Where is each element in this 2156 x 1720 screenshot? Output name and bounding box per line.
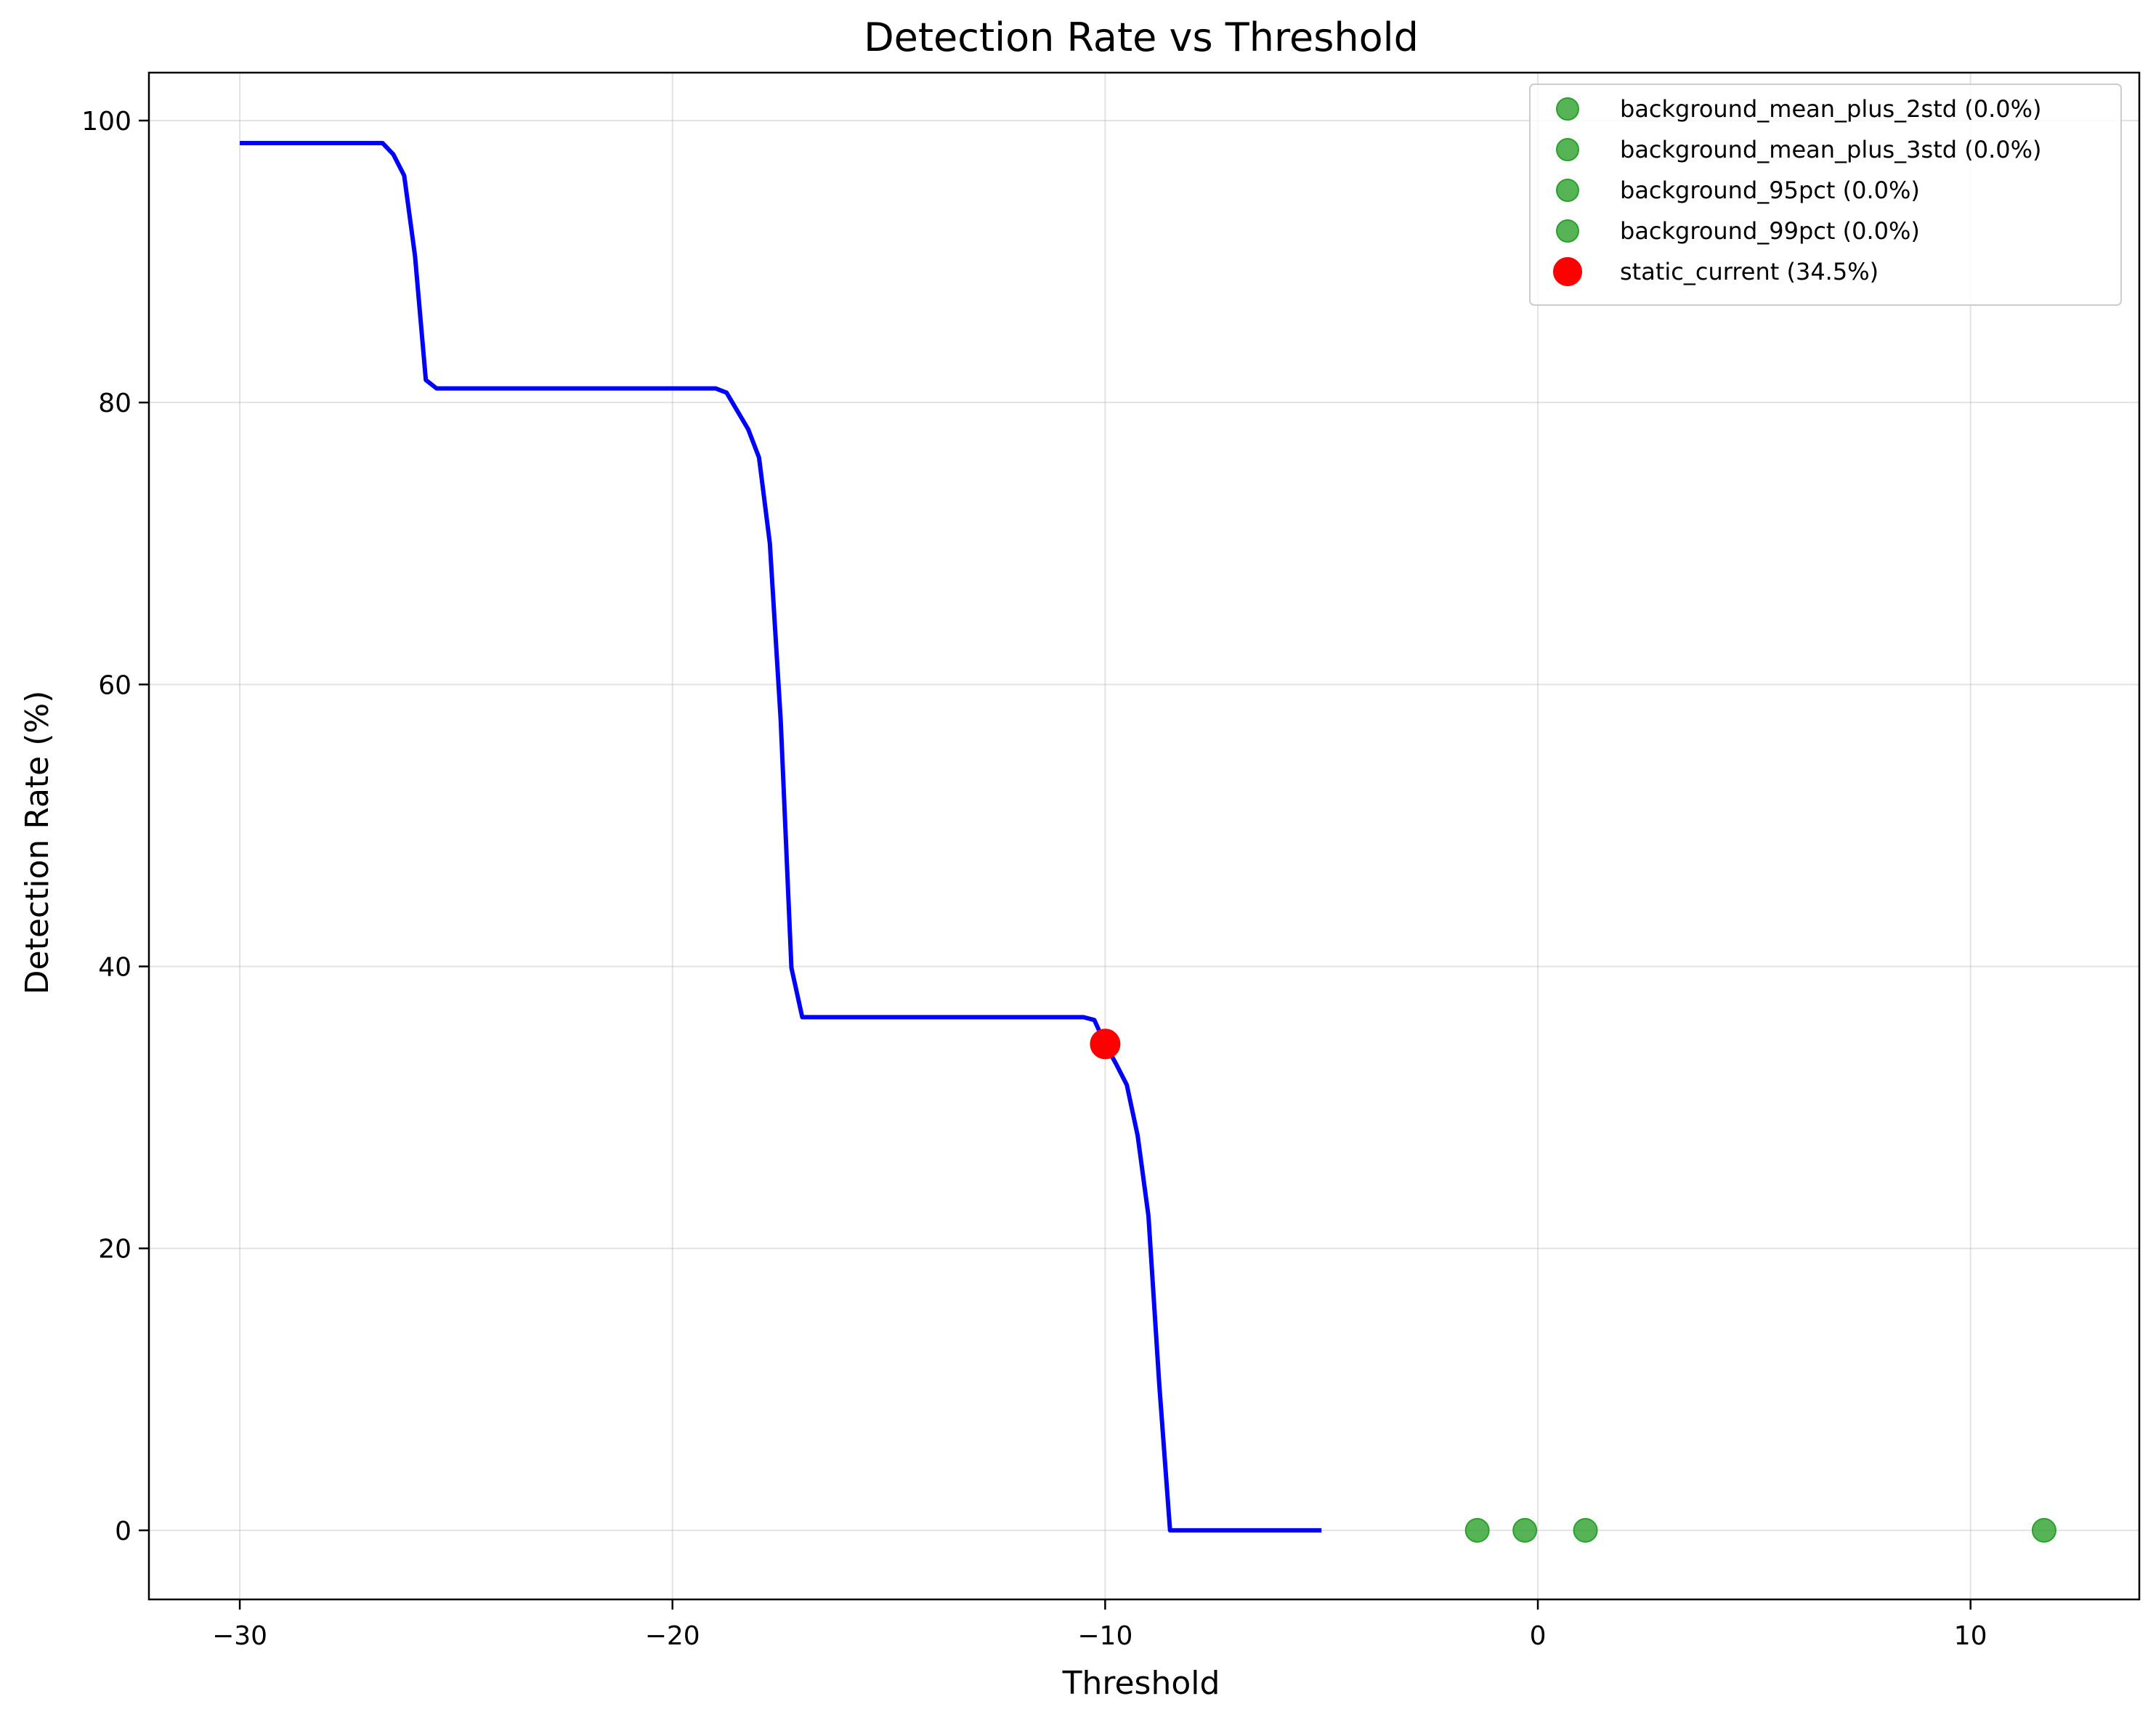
legend: background_mean_plus_2std (0.0%) backgrou… bbox=[1529, 84, 2122, 306]
legend-marker bbox=[1556, 179, 1579, 202]
background-threshold-point bbox=[1512, 1517, 1538, 1543]
series-layer bbox=[240, 141, 2056, 1543]
x-tick-label: −30 bbox=[212, 1621, 267, 1651]
detection-rate-line bbox=[240, 141, 1322, 1533]
y-tick-label: 40 bbox=[98, 953, 131, 983]
legend-label: background_99pct (0.0%) bbox=[1620, 217, 1920, 245]
legend-label: static_current (34.5%) bbox=[1620, 258, 1879, 285]
x-axis-label: Threshold bbox=[1062, 1665, 1220, 1702]
axes-frame bbox=[147, 71, 2141, 1601]
background-threshold-point bbox=[1573, 1517, 1598, 1543]
y-tick-label: 100 bbox=[81, 107, 131, 137]
legend-marker bbox=[1553, 257, 1582, 286]
x-tick-label: −20 bbox=[645, 1621, 700, 1651]
legend-marker bbox=[1556, 219, 1579, 243]
y-tick-label: 60 bbox=[98, 670, 131, 700]
x-tick-label: 0 bbox=[1530, 1621, 1547, 1651]
background-threshold-point bbox=[2031, 1517, 2056, 1543]
legend-box bbox=[1529, 84, 2122, 306]
legend-label: background_mean_plus_2std (0.0%) bbox=[1620, 95, 2042, 123]
legend-label: background_95pct (0.0%) bbox=[1620, 177, 1920, 204]
y-axis-label: Detection Rate (%) bbox=[19, 691, 56, 995]
background-threshold-point bbox=[1464, 1517, 1490, 1543]
x-tick-label: 10 bbox=[1954, 1621, 1987, 1651]
y-tick-label: 20 bbox=[98, 1235, 131, 1265]
chart-title: Detection Rate vs Threshold bbox=[864, 15, 1419, 60]
y-tick-label: 0 bbox=[115, 1517, 131, 1546]
legend-marker bbox=[1556, 97, 1579, 121]
legend-marker bbox=[1556, 138, 1579, 161]
y-tick-label: 80 bbox=[98, 389, 131, 418]
legend-label: background_mean_plus_3std (0.0%) bbox=[1620, 136, 2042, 163]
x-tick-label: −10 bbox=[1077, 1621, 1132, 1651]
static-current-point bbox=[1090, 1029, 1121, 1060]
